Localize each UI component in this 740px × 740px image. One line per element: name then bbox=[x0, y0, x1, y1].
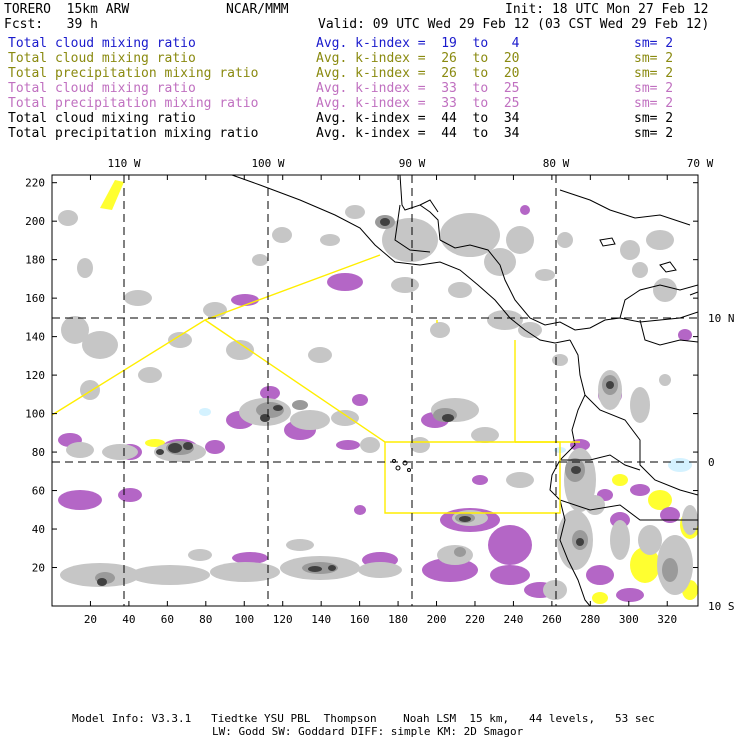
x-tick-label: 180 bbox=[388, 613, 408, 626]
y-tick-label: 120 bbox=[25, 369, 45, 382]
footer-model-info: Model Info: V3.3.1 Tiedtke YSU PBL Thomp… bbox=[72, 712, 655, 725]
legend-index-2: Avg. k-index = 26 to 20 bbox=[316, 51, 520, 66]
domain-boundaries bbox=[52, 254, 580, 514]
x-tick-label: 40 bbox=[122, 613, 135, 626]
y-tick-label: 40 bbox=[32, 523, 45, 536]
legend-index-1: Avg. k-index = 19 to 4 bbox=[316, 36, 520, 51]
init-time: Init: 18 UTC Mon 27 Feb 12 bbox=[505, 2, 709, 17]
legend-sm-5: sm= 2 bbox=[634, 96, 674, 111]
y-tick-label: 80 bbox=[32, 446, 45, 459]
y-tick-label: 100 bbox=[25, 408, 45, 421]
coastlines bbox=[231, 175, 698, 606]
purple-cloud bbox=[58, 205, 692, 602]
x-tick-label: 140 bbox=[311, 613, 331, 626]
cyan-patches bbox=[199, 408, 692, 472]
x-tick-label: 60 bbox=[161, 613, 174, 626]
legend-sm-4: sm= 2 bbox=[634, 81, 674, 96]
lon-label-90w: 90 W bbox=[399, 157, 426, 170]
legend-sm-1: sm= 2 bbox=[634, 36, 674, 51]
longitude-labels: 110 W 100 W 90 W 80 W 70 W bbox=[107, 157, 713, 170]
x-axis-ticks: 20 40 60 80 100 120 140 160 180 200 220 240 260 280 30… bbox=[84, 175, 677, 626]
legend-index-3: Avg. k-index = 26 to 20 bbox=[316, 66, 520, 81]
y-tick-label: 220 bbox=[25, 177, 45, 190]
legend-row-2: Total cloud mixing ratio bbox=[8, 51, 196, 66]
x-tick-label: 280 bbox=[580, 613, 600, 626]
legend-sm-6: sm= 2 bbox=[634, 111, 674, 126]
map-fields bbox=[52, 175, 698, 606]
legend-row-5: Total precipitation mixing ratio bbox=[8, 96, 259, 111]
x-tick-label: 20 bbox=[84, 613, 97, 626]
plot-frame bbox=[51, 174, 699, 607]
x-tick-label: 200 bbox=[427, 613, 447, 626]
valid-time: Valid: 09 UTC Wed 29 Feb 12 (03 CST Wed … bbox=[318, 17, 710, 32]
latitude-labels: 10 N 0 10 S bbox=[708, 312, 735, 613]
legend-index-6: Avg. k-index = 44 to 34 bbox=[316, 111, 520, 126]
legend-row-6: Total cloud mixing ratio bbox=[8, 111, 196, 126]
legend-field: Total cloud mixing ratio bbox=[8, 36, 196, 51]
gray-cloud-light bbox=[58, 205, 698, 600]
lat-label-10s: 10 S bbox=[708, 600, 735, 613]
legend-row-1: Total cloud mixing ratio bbox=[8, 36, 196, 51]
footer-physics-info: LW: Godd SW: Goddard DIFF: simple KM: 2D… bbox=[212, 725, 524, 738]
legend-index-7: Avg. k-index = 44 to 34 bbox=[316, 126, 520, 141]
y-axis-ticks: 20 40 60 80 100 120 140 160 180 200 220 bbox=[25, 177, 698, 575]
x-tick-label: 120 bbox=[273, 613, 293, 626]
legend-sm-2: sm= 2 bbox=[634, 51, 674, 66]
lon-label-110w: 110 W bbox=[107, 157, 140, 170]
lon-label-70w: 70 W bbox=[687, 157, 714, 170]
forecast-hour: Fcst: 39 h bbox=[4, 17, 98, 32]
y-tick-label: 140 bbox=[25, 331, 45, 344]
lat-label-0: 0 bbox=[708, 456, 715, 469]
model-title: TORERO 15km ARW bbox=[4, 2, 130, 17]
x-tick-label: 240 bbox=[503, 613, 523, 626]
lon-label-100w: 100 W bbox=[251, 157, 284, 170]
x-tick-label: 220 bbox=[465, 613, 485, 626]
y-tick-label: 200 bbox=[25, 215, 45, 228]
legend-row-7: Total precipitation mixing ratio bbox=[8, 126, 259, 141]
x-tick-label: 320 bbox=[657, 613, 677, 626]
x-tick-label: 100 bbox=[234, 613, 254, 626]
legend-sm-3: sm= 2 bbox=[634, 66, 674, 81]
org-label: NCAR/MMM bbox=[226, 2, 289, 17]
y-tick-label: 60 bbox=[32, 485, 45, 498]
y-tick-label: 20 bbox=[32, 562, 45, 575]
lon-label-80w: 80 W bbox=[543, 157, 570, 170]
gray-cloud-dark bbox=[97, 218, 614, 586]
lat-label-10n: 10 N bbox=[708, 312, 735, 325]
y-tick-label: 160 bbox=[25, 292, 45, 305]
x-tick-label: 260 bbox=[542, 613, 562, 626]
legend-index-4: Avg. k-index = 33 to 25 bbox=[316, 81, 520, 96]
x-tick-label: 160 bbox=[350, 613, 370, 626]
legend-index-5: Avg. k-index = 33 to 25 bbox=[316, 96, 520, 111]
x-tick-label: 80 bbox=[199, 613, 212, 626]
legend-sm-7: sm= 2 bbox=[634, 126, 674, 141]
legend-row-4: Total cloud mixing ratio bbox=[8, 81, 196, 96]
x-tick-label: 300 bbox=[619, 613, 639, 626]
lat-lon-grid bbox=[52, 175, 698, 606]
y-tick-label: 180 bbox=[25, 254, 45, 267]
legend-row-3: Total precipitation mixing ratio bbox=[8, 66, 259, 81]
